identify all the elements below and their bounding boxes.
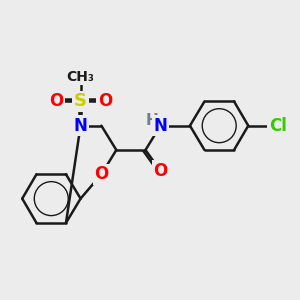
Text: O: O xyxy=(49,92,63,110)
Text: N: N xyxy=(74,117,88,135)
Text: S: S xyxy=(74,92,87,110)
Text: N: N xyxy=(154,117,167,135)
Text: H: H xyxy=(146,113,158,128)
Text: O: O xyxy=(94,165,109,183)
Text: O: O xyxy=(153,162,167,180)
Text: CH₃: CH₃ xyxy=(67,70,94,84)
Text: Cl: Cl xyxy=(269,117,287,135)
Text: O: O xyxy=(98,92,112,110)
